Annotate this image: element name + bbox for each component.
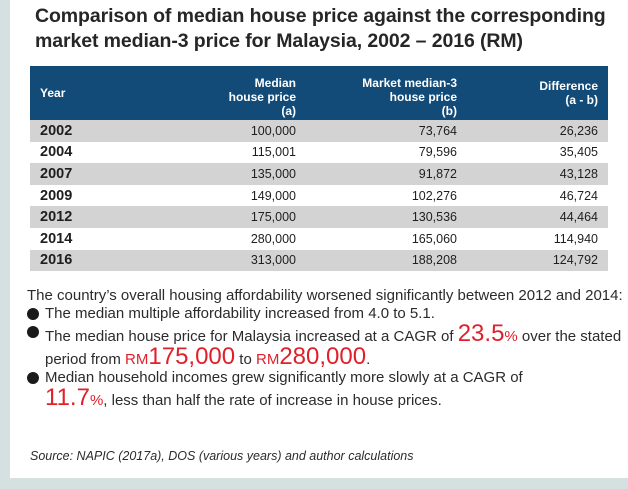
bullet-text: , less than half the rate of increase in… bbox=[103, 392, 442, 409]
bullet-text: The median multiple affordability increa… bbox=[45, 305, 435, 322]
table-row: 2004 115,001 79,596 35,405 bbox=[30, 141, 608, 164]
cell-median: 175,000 bbox=[168, 206, 304, 228]
table-row: 2012 175,000 130,536 44,464 bbox=[30, 206, 608, 228]
header-market-median: Market median-3 house price (b) bbox=[304, 66, 465, 120]
table-row: 2007 135,000 91,872 43,128 bbox=[30, 163, 608, 185]
cell-year: 2007 bbox=[30, 163, 168, 185]
header-market-line2: house price bbox=[389, 90, 457, 104]
bullet-house-price-cagr: The median house price for Malaysia incr… bbox=[27, 320, 627, 370]
cell-median: 280,000 bbox=[168, 227, 304, 250]
header-diff-line2: (a - b) bbox=[565, 93, 598, 107]
cell-market: 130,536 bbox=[304, 206, 465, 228]
cell-market: 188,208 bbox=[304, 249, 465, 272]
cell-median: 135,000 bbox=[168, 163, 304, 185]
cell-year: 2016 bbox=[30, 249, 168, 272]
cell-difference: 35,405 bbox=[465, 141, 608, 164]
header-median-house-price: Median house price (a) bbox=[168, 66, 304, 120]
cell-difference: 124,792 bbox=[465, 249, 608, 272]
header-market-line3: (b) bbox=[441, 104, 457, 118]
price-from-highlight: 175,000 bbox=[148, 343, 236, 370]
cell-year: 2012 bbox=[30, 206, 168, 228]
cell-median: 115,001 bbox=[168, 141, 304, 164]
source-note: Source: NAPIC (2017a), DOS (various year… bbox=[30, 449, 414, 463]
bullet-text: to bbox=[235, 351, 256, 368]
header-difference: Difference (a - b) bbox=[465, 66, 608, 120]
cell-difference: 44,464 bbox=[465, 206, 608, 228]
bullet-affordability: The median multiple affordability increa… bbox=[27, 305, 627, 323]
cell-difference: 26,236 bbox=[465, 120, 608, 142]
cagr-value-highlight: 23.5 bbox=[457, 320, 505, 347]
cell-median: 149,000 bbox=[168, 184, 304, 207]
cell-market: 79,596 bbox=[304, 141, 465, 164]
cell-median: 100,000 bbox=[168, 120, 304, 142]
cell-year: 2014 bbox=[30, 227, 168, 250]
cagr-unit: % bbox=[504, 328, 518, 345]
cell-market: 165,060 bbox=[304, 227, 465, 250]
table-row: 2016 313,000 188,208 124,792 bbox=[30, 249, 608, 272]
price-to-highlight: 280,000 bbox=[279, 343, 367, 370]
header-diff-line1: Difference bbox=[539, 79, 598, 93]
bullet-dot-icon bbox=[27, 326, 39, 338]
bullet-dot-icon bbox=[27, 308, 39, 320]
cell-market: 102,276 bbox=[304, 184, 465, 207]
summary-bullets: The median multiple affordability increa… bbox=[27, 305, 627, 410]
cell-market: 73,764 bbox=[304, 120, 465, 142]
currency-prefix: RM bbox=[256, 351, 280, 368]
cell-difference: 114,940 bbox=[465, 227, 608, 250]
cell-market: 91,872 bbox=[304, 163, 465, 185]
summary-intro: The country’s overall housing affordabil… bbox=[27, 287, 623, 304]
table-row: 2009 149,000 102,276 46,724 bbox=[30, 184, 608, 207]
house-price-table: Year Median house price (a) Market media… bbox=[30, 66, 608, 272]
header-median-line1: Median bbox=[254, 76, 296, 90]
income-cagr-unit: % bbox=[89, 392, 104, 409]
bullet-text: The median house price for Malaysia incr… bbox=[45, 328, 458, 345]
document-card: Comparison of median house price against… bbox=[10, 0, 628, 478]
header-year: Year bbox=[30, 66, 168, 120]
bullet-text: Median household incomes grew significan… bbox=[45, 369, 523, 386]
cell-year: 2004 bbox=[30, 141, 168, 164]
bullet-dot-icon bbox=[27, 372, 39, 384]
currency-prefix: RM bbox=[125, 351, 149, 368]
cell-difference: 46,724 bbox=[465, 184, 608, 207]
cell-difference: 43,128 bbox=[465, 163, 608, 185]
bullet-income-cagr: Median household incomes grew significan… bbox=[27, 369, 627, 410]
cell-year: 2002 bbox=[30, 120, 168, 142]
cell-year: 2009 bbox=[30, 184, 168, 207]
header-median-line3: (a) bbox=[281, 104, 296, 118]
page-title: Comparison of median house price against… bbox=[35, 5, 606, 52]
header-market-line1: Market median-3 bbox=[362, 76, 457, 90]
table-row: 2014 280,000 165,060 114,940 bbox=[30, 227, 608, 250]
header-median-line2: house price bbox=[228, 90, 296, 104]
income-cagr-highlight: 11.7 bbox=[45, 384, 90, 411]
table-header-row: Year Median house price (a) Market media… bbox=[30, 66, 608, 120]
summary-block: The country’s overall housing affordabil… bbox=[27, 287, 627, 410]
bullet-text: over the stated period from bbox=[45, 328, 622, 368]
cell-median: 313,000 bbox=[168, 249, 304, 272]
table-row: 2002 100,000 73,764 26,236 bbox=[30, 120, 608, 142]
bullet-text: . bbox=[366, 351, 371, 368]
